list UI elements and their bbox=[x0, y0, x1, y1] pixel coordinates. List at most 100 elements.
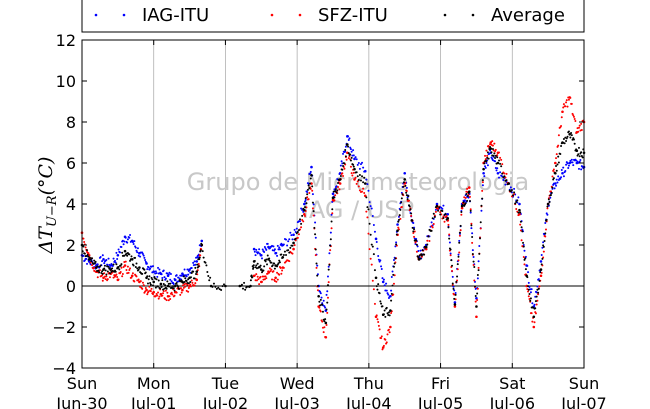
data-point bbox=[416, 245, 419, 248]
data-point bbox=[339, 164, 342, 167]
data-point bbox=[179, 293, 182, 296]
data-point bbox=[570, 131, 573, 134]
data-point bbox=[161, 279, 164, 282]
data-point bbox=[501, 163, 504, 166]
data-point bbox=[544, 222, 547, 225]
data-point bbox=[250, 274, 253, 277]
data-point bbox=[261, 257, 264, 260]
data-point bbox=[484, 166, 487, 169]
data-point bbox=[537, 287, 540, 290]
data-point bbox=[499, 156, 502, 159]
data-point bbox=[518, 202, 521, 206]
data-point bbox=[108, 272, 111, 275]
data-point bbox=[259, 275, 262, 278]
data-point bbox=[295, 227, 298, 230]
data-point bbox=[195, 272, 198, 275]
data-point bbox=[381, 348, 384, 351]
data-point bbox=[476, 277, 479, 280]
data-point bbox=[577, 126, 580, 129]
data-point bbox=[190, 285, 193, 288]
data-point bbox=[442, 204, 445, 207]
data-point bbox=[312, 214, 315, 217]
data-point bbox=[567, 98, 570, 101]
data-point bbox=[300, 207, 303, 210]
data-point bbox=[449, 248, 452, 251]
data-point bbox=[169, 273, 172, 276]
data-point bbox=[361, 190, 364, 193]
data-point bbox=[418, 254, 421, 257]
data-point bbox=[162, 292, 165, 295]
data-point bbox=[198, 258, 201, 261]
data-point bbox=[314, 236, 317, 239]
data-point bbox=[464, 197, 467, 200]
data-point bbox=[172, 285, 175, 288]
data-point bbox=[115, 273, 118, 276]
data-point bbox=[475, 297, 478, 300]
data-point bbox=[573, 117, 576, 120]
data-point bbox=[292, 247, 295, 251]
data-point bbox=[370, 207, 373, 210]
data-point bbox=[322, 331, 325, 334]
data-point bbox=[130, 258, 134, 261]
data-point bbox=[110, 270, 113, 273]
data-point bbox=[280, 272, 283, 275]
data-point bbox=[518, 208, 521, 212]
data-point bbox=[570, 102, 573, 105]
data-point bbox=[498, 176, 501, 179]
data-point bbox=[324, 321, 328, 325]
data-point bbox=[186, 268, 189, 271]
data-point bbox=[121, 275, 124, 278]
data-point bbox=[370, 243, 373, 246]
data-point bbox=[431, 217, 434, 220]
data-point bbox=[482, 167, 485, 171]
data-point bbox=[123, 249, 127, 253]
data-point bbox=[544, 235, 547, 238]
data-point bbox=[141, 272, 144, 275]
data-point bbox=[275, 280, 278, 283]
data-point bbox=[89, 261, 92, 264]
x-tick-label-day: Sun bbox=[569, 374, 599, 393]
data-point bbox=[114, 261, 117, 264]
data-point bbox=[313, 226, 316, 229]
data-point bbox=[346, 143, 349, 146]
data-point bbox=[378, 328, 381, 331]
data-point bbox=[136, 267, 139, 270]
data-point bbox=[220, 288, 223, 291]
data-point bbox=[141, 281, 144, 284]
data-point bbox=[372, 288, 375, 291]
data-point bbox=[481, 184, 484, 187]
data-point bbox=[128, 253, 131, 256]
data-point bbox=[103, 267, 106, 270]
data-point bbox=[147, 278, 150, 281]
y-axis-label-sub: U−R bbox=[45, 195, 60, 227]
data-point bbox=[426, 243, 429, 246]
data-point bbox=[154, 286, 157, 289]
data-point bbox=[291, 244, 294, 247]
data-point bbox=[185, 280, 188, 283]
data-point bbox=[270, 261, 273, 264]
data-point bbox=[527, 295, 530, 298]
data-point bbox=[161, 276, 164, 279]
data-point bbox=[539, 260, 543, 263]
data-point bbox=[386, 312, 389, 315]
data-point bbox=[533, 321, 536, 324]
data-point bbox=[195, 270, 199, 273]
data-point bbox=[349, 165, 352, 168]
data-point bbox=[182, 284, 185, 287]
data-point bbox=[368, 222, 371, 225]
data-point bbox=[303, 202, 306, 206]
data-point bbox=[448, 237, 451, 240]
data-point bbox=[115, 251, 118, 254]
data-point bbox=[472, 255, 475, 258]
data-point bbox=[112, 263, 115, 266]
data-point bbox=[361, 161, 364, 164]
data-point bbox=[542, 241, 545, 244]
data-point bbox=[390, 312, 393, 315]
data-point bbox=[195, 278, 199, 282]
data-point bbox=[380, 337, 383, 340]
data-point bbox=[344, 155, 347, 158]
data-point bbox=[299, 220, 302, 223]
data-point bbox=[195, 260, 199, 263]
y-axis-label: ΔTU−R(°C) bbox=[35, 157, 60, 255]
